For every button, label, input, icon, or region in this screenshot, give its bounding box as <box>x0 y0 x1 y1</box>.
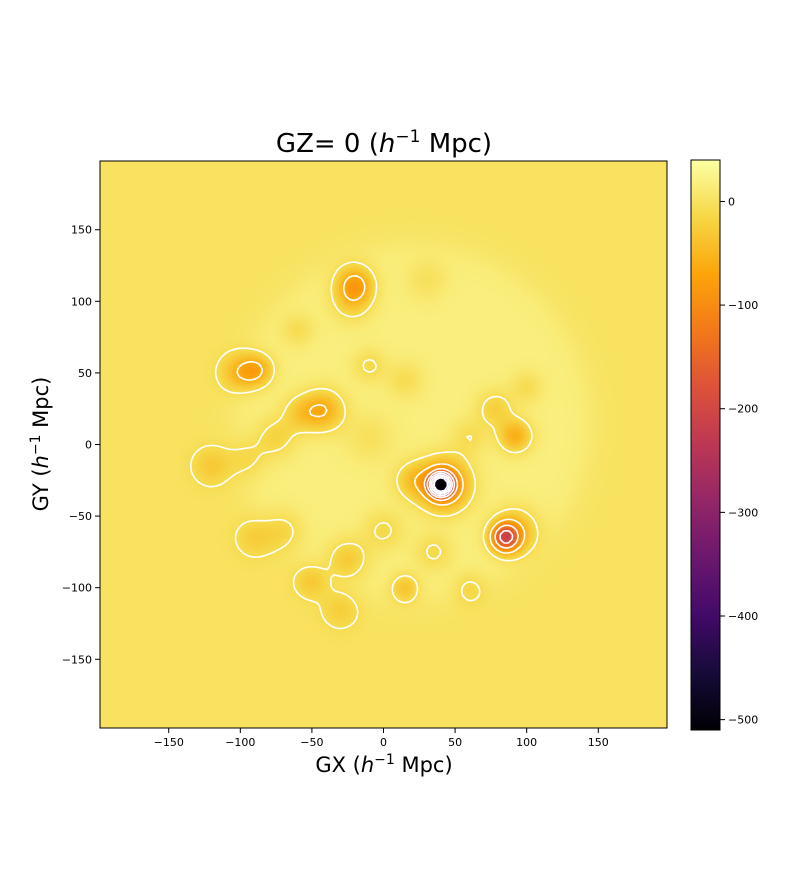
xlabel-suffix: Mpc) <box>395 753 453 777</box>
chart-title: GZ= 0 (h−1 Mpc) <box>276 127 492 159</box>
title-h: h <box>379 129 395 159</box>
colorbar-tick-label: −300 <box>728 506 758 519</box>
y-tick-label: 50 <box>78 367 92 380</box>
title-exp: −1 <box>395 127 420 147</box>
plot-area <box>99 160 668 729</box>
x-axis-label: GX (h−1 Mpc) <box>315 752 452 777</box>
y-tick-label: −100 <box>62 582 92 595</box>
colorbar-tick-label: −200 <box>728 403 758 416</box>
y-tick-label: 150 <box>71 224 92 237</box>
contour-dashed <box>426 470 514 544</box>
ylabel-h: h <box>29 455 53 468</box>
contour-dashed <box>423 467 519 549</box>
colorbar-tick-label: −100 <box>728 299 758 312</box>
colorbar-gradient <box>690 159 721 731</box>
x-tick-label: 150 <box>588 736 609 749</box>
ylabel-prefix: GY ( <box>29 468 53 511</box>
colorbar-tick-label: −500 <box>728 714 758 727</box>
x-tick-label: 100 <box>516 736 537 749</box>
xlabel-prefix: GX ( <box>315 753 361 777</box>
contour-dashed <box>432 475 450 494</box>
title-suffix: Mpc) <box>420 129 492 159</box>
y-tick-label: −150 <box>62 653 92 666</box>
y-tick-label: −50 <box>69 510 92 523</box>
x-tick-label: −100 <box>225 736 255 749</box>
contour-layer <box>190 261 539 630</box>
contour-dashed <box>433 477 449 493</box>
y-axis-label: GY (h−1 Mpc) <box>28 377 53 512</box>
y-axis: −150 −100 −50 0 50 100 150 <box>62 224 100 666</box>
x-tick-label: −150 <box>154 736 184 749</box>
contour-dashed <box>428 472 453 497</box>
heatmap-image <box>100 161 667 728</box>
contour-dashed <box>430 474 452 495</box>
colorbar: 0 −100 −200 −300 −400 −500 <box>690 159 758 731</box>
ylabel-suffix: Mpc) <box>29 377 53 435</box>
x-tick-label: 50 <box>448 736 462 749</box>
xlabel-h: h <box>361 753 374 777</box>
x-tick-label: −50 <box>300 736 323 749</box>
colorbar-tick-label: 0 <box>728 195 735 208</box>
colorbar-tick-label: −400 <box>728 610 758 623</box>
x-tick-label: 0 <box>380 736 387 749</box>
ylabel-exp: −1 <box>28 434 44 455</box>
contour-solid <box>190 261 539 630</box>
contour-dashed <box>236 275 526 554</box>
x-axis: −150 −100 −50 0 50 100 150 <box>154 728 609 749</box>
colorbar-ticks: 0 −100 −200 −300 −400 −500 <box>720 195 758 727</box>
xlabel-exp: −1 <box>374 752 395 768</box>
y-tick-label: 0 <box>85 439 92 452</box>
title-prefix: GZ= 0 ( <box>276 129 379 159</box>
y-tick-label: 100 <box>71 295 92 308</box>
